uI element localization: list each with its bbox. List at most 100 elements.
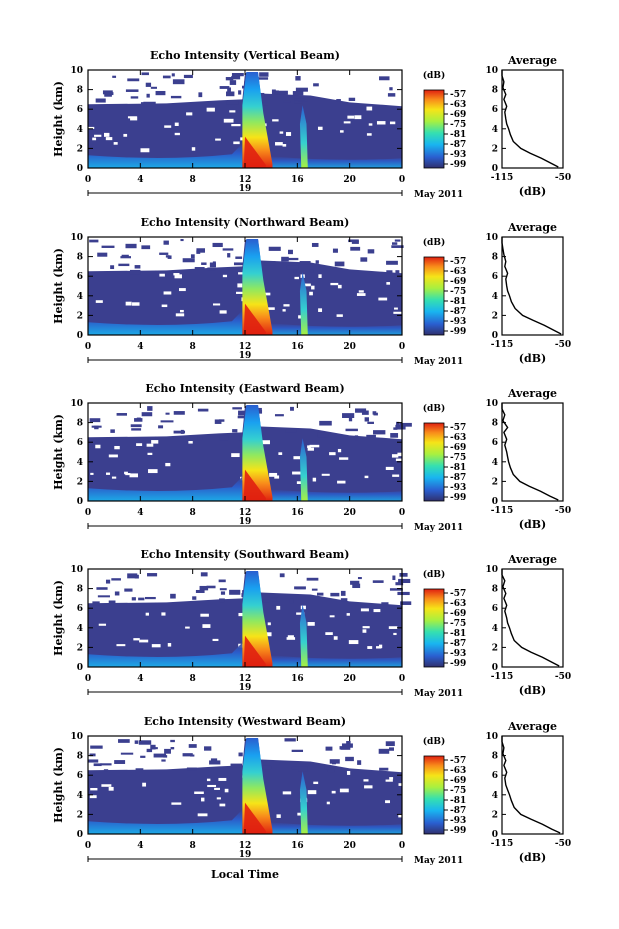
echo-speck <box>313 83 319 87</box>
echo-speck <box>183 74 193 79</box>
echo-gap <box>307 790 317 795</box>
echo-speck <box>124 588 133 592</box>
x-tick-label: 12 <box>239 841 252 851</box>
echo-speck <box>311 588 318 591</box>
echo-gap <box>231 453 240 458</box>
profile-y-tick-label: 4 <box>492 292 498 302</box>
echo-gap <box>94 134 102 137</box>
echo-speck <box>329 759 340 764</box>
echo-gap <box>311 285 315 290</box>
echo-speck <box>125 89 139 92</box>
echo-gap <box>161 612 166 616</box>
echo-gap <box>364 785 373 789</box>
echo-gap <box>98 623 107 626</box>
echo-speck <box>283 100 291 103</box>
echo-speck <box>118 263 130 267</box>
y-tick-label: 0 <box>77 164 83 174</box>
echo-speck <box>288 249 293 255</box>
echo-speck <box>229 80 237 85</box>
echo-speck <box>351 240 359 244</box>
echo-speck <box>198 92 203 98</box>
x-tick-label: 0 <box>399 175 405 185</box>
echo-gap <box>105 472 111 475</box>
x-tick-label: 16 <box>291 841 304 851</box>
x-tick-label: 12 <box>239 342 252 352</box>
chart-title: Echo Intensity (Northward Beam) <box>141 216 350 229</box>
echo-speck <box>274 414 284 417</box>
echo-speck <box>131 597 136 601</box>
echo-speck <box>332 248 338 253</box>
echo-gap <box>285 132 292 136</box>
echo-gap <box>214 787 220 790</box>
profile-line <box>501 70 559 168</box>
echo-speck <box>162 75 171 79</box>
profile-frame <box>501 402 564 502</box>
echo-speck <box>339 746 348 750</box>
profile-x-tick-label: -115 <box>491 340 514 350</box>
x-tick-label: 8 <box>190 342 196 352</box>
colorbar-tick-label: -99 <box>450 327 466 337</box>
x-tick-label: 0 <box>399 342 405 352</box>
echo-speck <box>120 256 131 259</box>
echo-speck <box>180 239 184 242</box>
echo-gap <box>175 313 185 317</box>
echo-gap <box>385 800 391 804</box>
echo-speck <box>89 418 101 423</box>
plume-core <box>243 136 266 168</box>
echo-speck <box>97 595 110 598</box>
colorbar-tick-label: -99 <box>450 493 466 503</box>
echo-speck <box>241 593 246 598</box>
echo-gap <box>393 311 403 314</box>
echo-speck <box>357 577 362 580</box>
echo-gap <box>139 639 149 643</box>
echo-gap <box>147 452 153 456</box>
echo-speck <box>141 245 151 250</box>
colorbar-unit: (dB) <box>423 403 445 414</box>
echo-speck <box>316 592 324 596</box>
echo-speck <box>289 598 294 604</box>
echo-speck <box>346 741 351 745</box>
echo-gap <box>282 144 287 147</box>
echo-gap <box>125 301 132 306</box>
echo-speck <box>277 90 288 95</box>
echo-gap <box>275 142 283 146</box>
colorbar-tick-label: -93 <box>450 649 466 659</box>
echo-speck <box>190 254 195 259</box>
y-tick-label: 4 <box>77 791 83 801</box>
echo-speck <box>165 412 170 415</box>
echo-speck <box>395 582 404 586</box>
echo-gap <box>398 813 404 818</box>
echo-speck <box>204 746 212 751</box>
echo-gap <box>174 122 179 127</box>
echo-gap <box>111 476 117 479</box>
colorbar <box>423 588 445 668</box>
echo-speck <box>197 435 203 441</box>
colorbar-tick-label: -81 <box>450 796 466 806</box>
echo-speck <box>134 418 143 422</box>
profile-y-tick-label: 10 <box>485 565 498 575</box>
echo-gap <box>347 115 355 119</box>
y-tick-label: 8 <box>77 419 83 429</box>
echo-speck <box>209 760 221 765</box>
profile-x-tick-label: -115 <box>491 173 514 183</box>
echo-gap <box>392 474 400 477</box>
echo-speck <box>150 86 157 89</box>
secondary-plume <box>299 438 308 501</box>
echo-gap <box>346 613 350 616</box>
echo-speck <box>291 749 304 752</box>
echo-gap <box>197 813 208 817</box>
echo-gap <box>185 626 190 629</box>
echo-speck <box>239 436 245 441</box>
secondary-plume <box>299 771 308 834</box>
echo-gap <box>362 629 367 633</box>
echo-speck <box>153 753 167 758</box>
echo-speck <box>226 100 239 105</box>
echo-speck <box>152 747 158 750</box>
profile-line <box>501 736 561 834</box>
echo-speck <box>200 572 208 577</box>
profile-y-tick-label: 4 <box>492 125 498 135</box>
echo-speck <box>391 245 404 248</box>
echo-gap <box>174 132 180 136</box>
echo-speck <box>141 412 153 417</box>
profile-title: Average <box>507 221 557 234</box>
